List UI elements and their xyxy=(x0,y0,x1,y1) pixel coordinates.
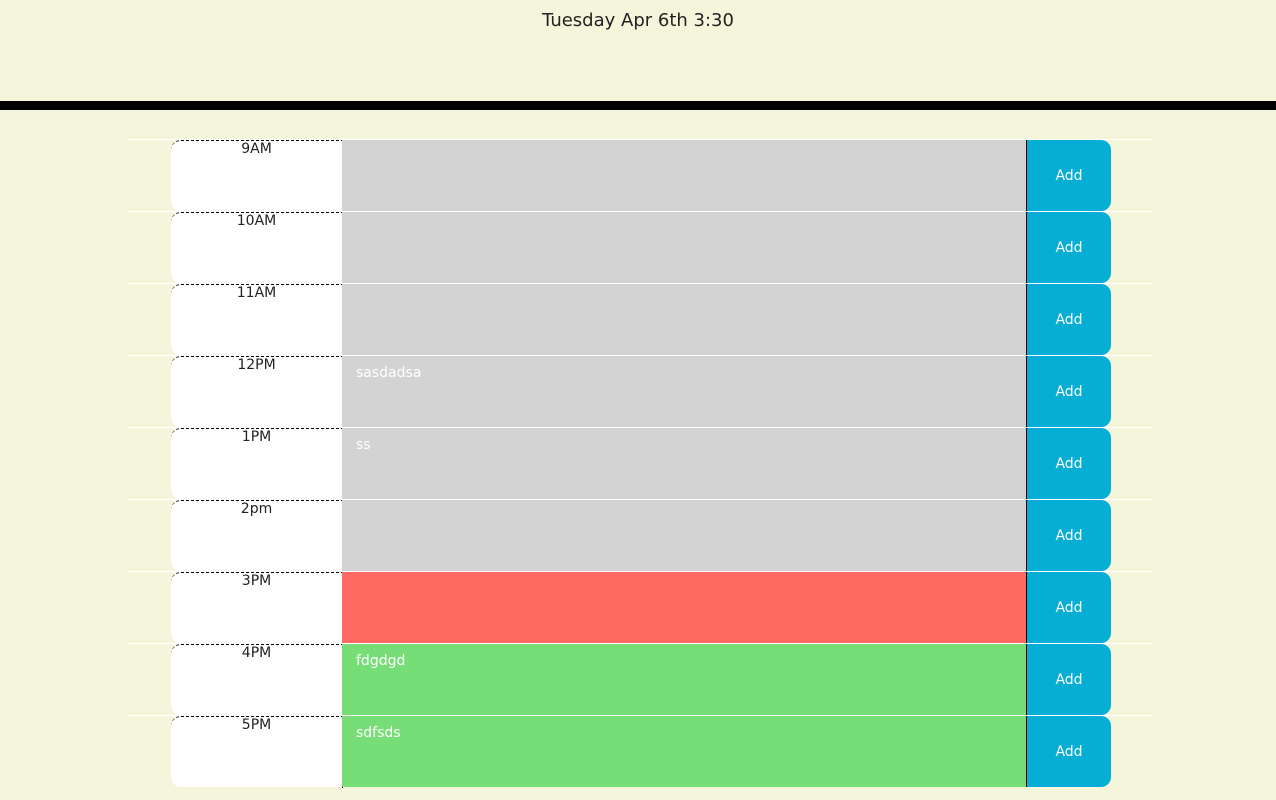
add-button[interactable]: Add xyxy=(1026,500,1111,571)
task-input[interactable] xyxy=(342,500,1026,571)
time-block-1pm: 1PM ss Add xyxy=(128,427,1154,500)
hour-label: 11AM xyxy=(171,284,343,356)
hour-label: 12PM xyxy=(171,356,343,428)
task-input[interactable]: ss xyxy=(342,428,1026,499)
hour-label: 4PM xyxy=(171,644,343,716)
task-input[interactable] xyxy=(342,140,1026,211)
add-button[interactable]: Add xyxy=(1026,428,1111,499)
task-input[interactable] xyxy=(342,284,1026,355)
add-button[interactable]: Add xyxy=(1026,644,1111,715)
add-button[interactable]: Add xyxy=(1026,212,1111,283)
task-input[interactable]: sdfsds xyxy=(342,716,1026,787)
task-input[interactable]: fdgdgd xyxy=(342,644,1026,715)
hour-label: 5PM xyxy=(171,716,343,788)
time-block-5pm: 5PM sdfsds Add xyxy=(128,715,1154,788)
page-header: Tuesday Apr 6th 3:30 xyxy=(0,0,1276,101)
hour-label: 3PM xyxy=(171,572,343,644)
time-block-12pm: 12PM sasdadsa Add xyxy=(128,355,1154,428)
time-block-11am: 11AM Add xyxy=(128,283,1154,356)
time-block-2pm: 2pm Add xyxy=(128,499,1154,572)
task-input[interactable] xyxy=(342,212,1026,283)
add-button[interactable]: Add xyxy=(1026,572,1111,643)
add-button[interactable]: Add xyxy=(1026,140,1111,211)
task-input[interactable]: sasdadsa xyxy=(342,356,1026,427)
add-button[interactable]: Add xyxy=(1026,356,1111,427)
hour-label: 2pm xyxy=(171,500,343,572)
time-block-9am: 9AM Add xyxy=(128,139,1154,212)
current-date: Tuesday Apr 6th 3:30 xyxy=(542,10,734,31)
hour-label: 9AM xyxy=(171,140,343,212)
header-divider xyxy=(0,101,1276,110)
task-input[interactable] xyxy=(342,572,1026,643)
hour-label: 1PM xyxy=(171,428,343,500)
schedule: 9AM Add 10AM Add 11AM Add 12PM sasdadsa … xyxy=(128,139,1154,788)
add-button[interactable]: Add xyxy=(1026,716,1111,787)
hour-label: 10AM xyxy=(171,212,343,284)
time-block-3pm: 3PM Add xyxy=(128,571,1154,644)
time-block-10am: 10AM Add xyxy=(128,211,1154,284)
time-block-4pm: 4PM fdgdgd Add xyxy=(128,643,1154,716)
add-button[interactable]: Add xyxy=(1026,284,1111,355)
